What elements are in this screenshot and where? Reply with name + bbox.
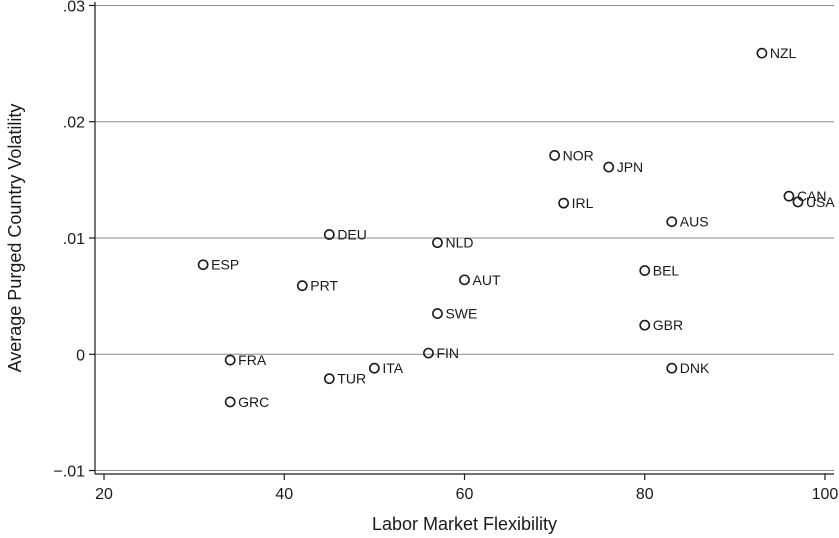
point-marker <box>603 161 615 173</box>
point-marker <box>432 237 443 249</box>
point-label: NZL <box>770 45 797 61</box>
point-label: PRT <box>310 278 338 294</box>
data-point-can: CAN <box>783 188 827 204</box>
data-point-esp: ESP <box>197 257 239 273</box>
point-label: FRA <box>238 352 267 368</box>
point-marker <box>368 362 380 374</box>
data-point-fin: FIN <box>423 345 459 361</box>
point-label: DNK <box>680 360 710 376</box>
x-axis-title: Labor Market Flexibility <box>372 514 557 534</box>
point-label: GBR <box>653 317 683 333</box>
x-tick-label: 40 <box>275 486 293 503</box>
y-tick-label: .01 <box>63 231 85 248</box>
data-point-ita: ITA <box>368 360 404 376</box>
point-label: DEU <box>337 227 367 243</box>
point-label: AUS <box>680 214 709 230</box>
x-tick-label: 80 <box>636 486 654 503</box>
data-point-swe: SWE <box>432 306 477 322</box>
data-point-nzl: NZL <box>756 45 797 61</box>
point-label: IRL <box>572 195 594 211</box>
point-marker <box>224 354 236 366</box>
data-point-aut: AUT <box>459 272 501 288</box>
y-axis-ticks: −.01 0 .01 .02 .03 <box>53 0 95 481</box>
data-point-irl: IRL <box>558 195 594 211</box>
point-label: JPN <box>617 159 643 175</box>
data-point-tur: TUR <box>323 371 366 387</box>
point-label: TUR <box>337 371 366 387</box>
point-marker <box>323 373 335 385</box>
point-label: CAN <box>797 188 827 204</box>
x-tick-label: 20 <box>95 486 113 503</box>
y-tick-label: .03 <box>63 0 85 15</box>
point-marker <box>323 229 335 240</box>
y-tick-label: −.01 <box>53 464 85 481</box>
point-label: ITA <box>382 360 403 376</box>
point-label: ESP <box>211 257 239 273</box>
point-marker <box>558 197 570 209</box>
point-label: NOR <box>563 147 594 163</box>
data-point-deu: DEU <box>323 227 367 243</box>
x-tick-label: 60 <box>456 486 474 503</box>
point-label: FIN <box>436 345 459 361</box>
data-point-nld: NLD <box>432 235 473 251</box>
point-marker <box>639 265 651 276</box>
point-marker <box>197 259 209 271</box>
point-marker <box>639 319 651 331</box>
data-point-grc: GRC <box>224 394 269 410</box>
point-label: USA <box>806 194 835 210</box>
data-point-prt: PRT <box>296 278 338 294</box>
point-label: BEL <box>653 263 680 279</box>
point-marker <box>666 362 678 374</box>
point-marker <box>296 280 308 292</box>
point-marker <box>666 216 678 228</box>
point-marker <box>756 47 768 59</box>
point-marker <box>459 274 470 286</box>
point-marker <box>783 190 795 202</box>
point-marker <box>224 396 236 408</box>
y-tick-label: 0 <box>76 347 85 364</box>
data-point-bel: BEL <box>639 263 680 279</box>
point-marker <box>432 308 443 319</box>
x-tick-label: 100 <box>812 486 839 503</box>
point-label: NLD <box>445 235 473 251</box>
data-point-jpn: JPN <box>603 159 643 175</box>
data-point-usa: USA <box>792 194 835 210</box>
point-label: SWE <box>445 306 477 322</box>
point-marker <box>792 196 804 208</box>
point-marker <box>549 150 561 161</box>
data-point-dnk: DNK <box>666 360 710 376</box>
point-label: AUT <box>473 272 501 288</box>
data-point-nor: NOR <box>549 147 594 163</box>
data-point-gbr: GBR <box>639 317 683 333</box>
y-tick-label: .02 <box>63 115 85 132</box>
point-marker <box>423 347 434 359</box>
point-label: GRC <box>238 394 269 410</box>
data-point-fra: FRA <box>224 352 267 368</box>
x-axis-ticks: 20 40 60 80 100 <box>95 474 838 503</box>
y-axis-title: Average Purged Country Volatility <box>5 104 25 373</box>
data-point-aus: AUS <box>666 214 709 230</box>
grid-lines <box>95 4 834 472</box>
